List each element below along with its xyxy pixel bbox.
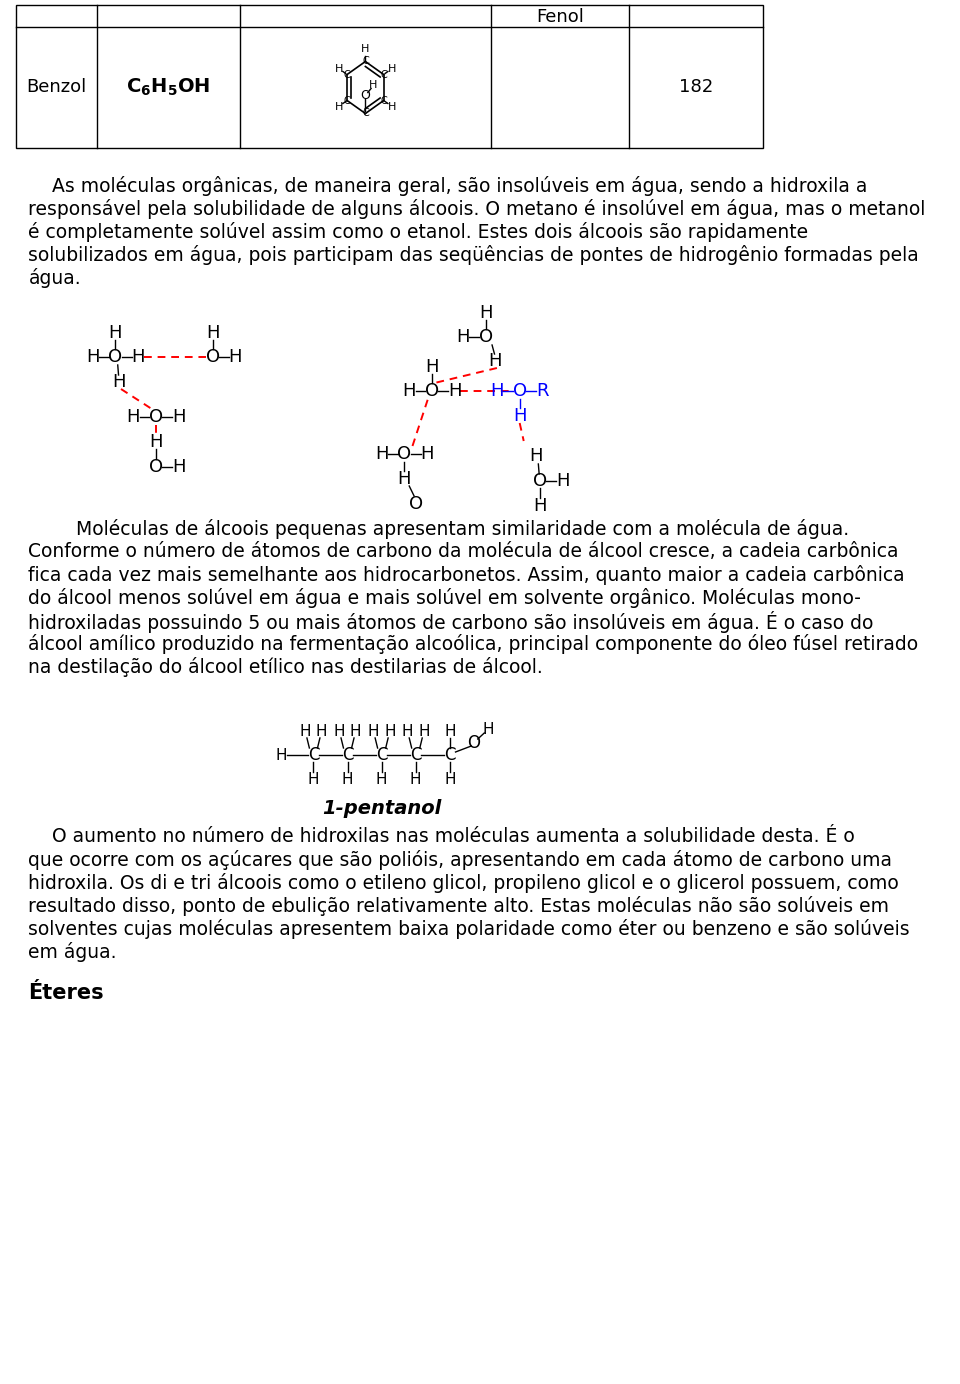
- Text: resultado disso, ponto de ebulição relativamente alto. Estas moléculas não são s: resultado disso, ponto de ebulição relat…: [29, 895, 889, 916]
- Text: H: H: [402, 382, 416, 400]
- Text: solubilizados em água, pois participam das seqüências de pontes de hidrogênio fo: solubilizados em água, pois participam d…: [29, 245, 919, 264]
- Text: H: H: [334, 64, 343, 73]
- Text: H: H: [388, 64, 396, 73]
- Text: O: O: [205, 347, 220, 365]
- Text: O: O: [410, 495, 423, 513]
- Text: H: H: [388, 101, 396, 112]
- Text: é completamente solúvel assim como o etanol. Estes dois álcoois são rapidamente: é completamente solúvel assim como o eta…: [29, 221, 808, 242]
- Text: Conforme o número de átomos de carbono da molécula de álcool cresce, a cadeia ca: Conforme o número de átomos de carbono d…: [29, 543, 899, 561]
- Text: H: H: [206, 324, 220, 342]
- Text: H: H: [556, 472, 569, 490]
- Text: 1-pentanol: 1-pentanol: [322, 799, 442, 818]
- Text: H: H: [456, 328, 469, 346]
- Text: H: H: [307, 771, 319, 786]
- Text: H: H: [361, 44, 370, 54]
- Text: O aumento no número de hidroxilas nas moléculas aumenta a solubilidade desta. É : O aumento no número de hidroxilas nas mo…: [29, 828, 855, 846]
- Text: H: H: [397, 471, 411, 489]
- Text: H: H: [376, 771, 388, 786]
- Text: H: H: [489, 352, 502, 370]
- Text: em água.: em água.: [29, 943, 117, 962]
- Text: C: C: [342, 746, 353, 764]
- Text: H: H: [444, 724, 456, 739]
- Text: H: H: [448, 382, 462, 400]
- Text: C: C: [380, 69, 387, 79]
- Text: H: H: [419, 724, 430, 739]
- Text: H: H: [425, 358, 439, 376]
- Text: C: C: [376, 746, 388, 764]
- Text: H: H: [368, 724, 379, 739]
- Text: H: H: [513, 407, 526, 425]
- Bar: [16, 6, 763, 148]
- Text: C: C: [362, 57, 369, 66]
- Text: H: H: [276, 747, 287, 763]
- Text: H: H: [127, 408, 140, 426]
- Text: Fenol: Fenol: [537, 8, 585, 26]
- Text: Benzol: Benzol: [27, 79, 87, 97]
- Text: O: O: [149, 408, 163, 426]
- Text: 182: 182: [679, 79, 713, 97]
- Text: na destilação do álcool etílico nas destilarias de álcool.: na destilação do álcool etílico nas dest…: [29, 657, 543, 677]
- Text: H: H: [132, 347, 145, 365]
- Text: H: H: [112, 374, 126, 392]
- Text: H: H: [375, 446, 389, 464]
- Text: H: H: [444, 771, 456, 786]
- Text: H: H: [491, 382, 504, 400]
- Text: H: H: [384, 724, 396, 739]
- Text: água.: água.: [29, 268, 81, 288]
- Text: $\mathbf{C_6H_5OH}$: $\mathbf{C_6H_5OH}$: [127, 78, 210, 98]
- Text: R: R: [536, 382, 549, 400]
- Text: H: H: [342, 771, 353, 786]
- Text: do álcool menos solúvel em água e mais solúvel em solvente orgânico. Moléculas m: do álcool menos solúvel em água e mais s…: [29, 588, 861, 608]
- Text: H: H: [300, 724, 311, 739]
- Text: O: O: [513, 382, 527, 400]
- Text: H: H: [410, 771, 421, 786]
- Text: O: O: [425, 382, 439, 400]
- Text: H: H: [479, 304, 492, 322]
- Text: O: O: [108, 347, 122, 365]
- Text: H: H: [108, 324, 122, 342]
- Text: C: C: [362, 108, 369, 119]
- Text: H: H: [228, 347, 242, 365]
- Text: C: C: [344, 69, 350, 79]
- Text: O: O: [360, 89, 371, 102]
- Text: Moléculas de álcoois pequenas apresentam similaridade com a molécula de água.: Moléculas de álcoois pequenas apresentam…: [29, 519, 850, 538]
- Text: O: O: [468, 734, 480, 752]
- Text: C: C: [307, 746, 319, 764]
- Text: H: H: [483, 721, 494, 736]
- Text: fica cada vez mais semelhante aos hidrocarbonetos. Assim, quanto maior a cadeia : fica cada vez mais semelhante aos hidroc…: [29, 565, 905, 585]
- Text: O: O: [397, 446, 412, 464]
- Text: H: H: [172, 458, 185, 476]
- Text: H: H: [529, 447, 542, 465]
- Text: hidroxiladas possuindo 5 ou mais átomos de carbono são insolúveis em água. É o c: hidroxiladas possuindo 5 ou mais átomos …: [29, 610, 874, 632]
- Text: H: H: [402, 724, 414, 739]
- Text: H: H: [420, 446, 434, 464]
- Text: álcool amílico produzido na fermentação alcoólica, principal componente do óleo : álcool amílico produzido na fermentação …: [29, 634, 919, 655]
- Text: H: H: [85, 347, 99, 365]
- Text: H: H: [172, 408, 185, 426]
- Text: C: C: [380, 95, 387, 105]
- Text: H: H: [349, 724, 361, 739]
- Text: As moléculas orgânicas, de maneira geral, são insolúveis em água, sendo a hidrox: As moléculas orgânicas, de maneira geral…: [29, 176, 868, 197]
- Text: hidroxila. Os di e tri álcoois como o etileno glicol, propileno glicol e o glice: hidroxila. Os di e tri álcoois como o et…: [29, 873, 900, 893]
- Text: C: C: [410, 746, 421, 764]
- Text: O: O: [149, 458, 163, 476]
- Text: responsável pela solubilidade de alguns álcoois. O metano é insolúvel em água, m: responsável pela solubilidade de alguns …: [29, 199, 925, 219]
- Text: O: O: [533, 472, 547, 490]
- Text: C: C: [344, 95, 350, 105]
- Text: H: H: [316, 724, 327, 739]
- Text: H: H: [334, 101, 343, 112]
- Text: H: H: [370, 80, 377, 90]
- Text: Éteres: Éteres: [29, 983, 104, 1003]
- Text: que ocorre com os açúcares que são polióis, apresentando em cada átomo de carbon: que ocorre com os açúcares que são polió…: [29, 850, 893, 871]
- Text: solventes cujas moléculas apresentem baixa polaridade como éter ou benzeno e são: solventes cujas moléculas apresentem bai…: [29, 919, 910, 938]
- Text: O: O: [478, 328, 492, 346]
- Text: H: H: [334, 724, 346, 739]
- Text: C: C: [444, 746, 456, 764]
- Text: H: H: [149, 433, 162, 451]
- Text: H: H: [533, 497, 546, 515]
